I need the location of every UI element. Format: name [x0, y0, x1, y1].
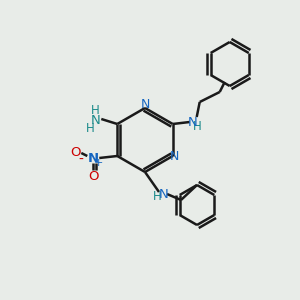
Text: +: +	[94, 158, 103, 168]
Text: N: N	[88, 152, 99, 164]
Text: H: H	[153, 190, 161, 203]
Text: N: N	[140, 98, 150, 112]
Text: H: H	[91, 103, 100, 116]
Text: N: N	[90, 115, 100, 128]
Text: N: N	[188, 116, 198, 128]
Text: N: N	[170, 149, 179, 163]
Text: O: O	[88, 169, 98, 182]
Text: -: -	[79, 153, 84, 167]
Text: H: H	[86, 122, 95, 136]
Text: O: O	[70, 146, 80, 160]
Text: N: N	[159, 188, 169, 200]
Text: H: H	[193, 121, 202, 134]
